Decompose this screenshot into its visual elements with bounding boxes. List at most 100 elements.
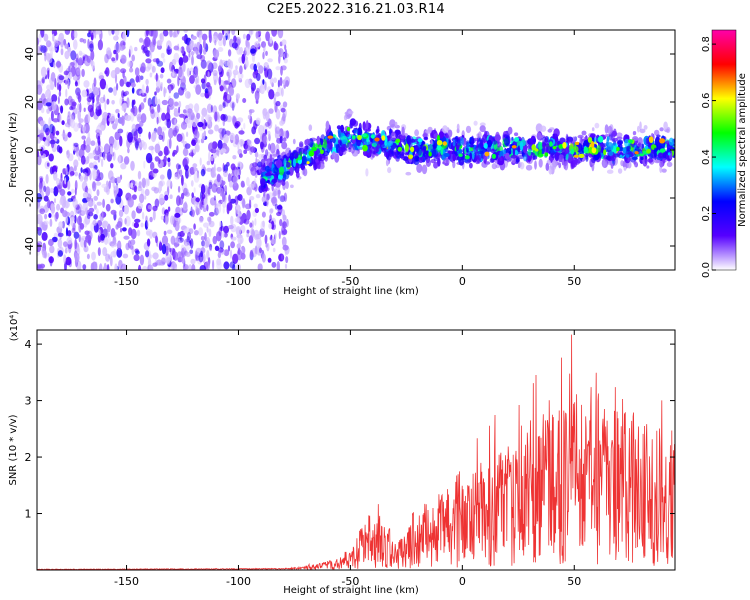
ridge-hotspot bbox=[575, 141, 580, 145]
noise-blob bbox=[90, 140, 96, 146]
ridge-blob bbox=[504, 152, 510, 160]
noise-blob bbox=[158, 134, 164, 140]
ridge-hotspot bbox=[408, 154, 414, 159]
ridge-blob bbox=[532, 155, 538, 160]
ridge-blob bbox=[519, 141, 524, 151]
noise-blob bbox=[114, 67, 121, 75]
noise-blob bbox=[131, 82, 136, 88]
noise-blob bbox=[242, 33, 246, 40]
noise-blob bbox=[53, 61, 56, 69]
noise-blob bbox=[110, 209, 117, 215]
noise-blob bbox=[196, 112, 201, 120]
ridge-hotspot bbox=[616, 146, 620, 152]
noise-blob bbox=[282, 244, 289, 251]
noise-blob bbox=[275, 126, 281, 134]
ridge-blob bbox=[322, 150, 330, 157]
ridge-blob bbox=[304, 138, 311, 145]
ridge-blob bbox=[303, 146, 308, 152]
noise-blob bbox=[49, 139, 56, 145]
noise-blob bbox=[67, 230, 72, 237]
noise-blob bbox=[166, 78, 172, 84]
ridge-blob bbox=[384, 151, 389, 158]
noise-blob bbox=[83, 239, 87, 248]
ridge-blob bbox=[425, 150, 429, 156]
noise-blob bbox=[201, 107, 208, 118]
noise-blob bbox=[282, 113, 286, 122]
noise-blob bbox=[86, 188, 92, 198]
ridge-hotspot bbox=[381, 135, 386, 141]
noise-blob bbox=[217, 65, 222, 73]
ridge-blob bbox=[404, 152, 409, 156]
noise-blob bbox=[263, 62, 269, 69]
noise-blob bbox=[213, 49, 220, 59]
ridge-blob bbox=[572, 136, 576, 142]
noise-blob bbox=[169, 194, 173, 199]
noise-blob bbox=[217, 47, 224, 52]
ridge-blob bbox=[491, 163, 497, 170]
noise-blob bbox=[222, 231, 225, 238]
ridge-blob bbox=[646, 165, 650, 169]
noise-blob bbox=[116, 83, 119, 91]
noise-blob bbox=[167, 267, 171, 270]
noise-blob bbox=[270, 197, 277, 204]
noise-blob bbox=[220, 148, 227, 154]
noise-blob bbox=[37, 264, 44, 270]
noise-blob bbox=[168, 127, 174, 139]
noise-blob bbox=[81, 135, 86, 140]
noise-blob bbox=[109, 146, 113, 155]
ridge-blob bbox=[438, 131, 444, 139]
ridge-blob bbox=[301, 155, 307, 164]
noise-blob bbox=[191, 264, 196, 270]
noise-blob bbox=[237, 194, 243, 201]
noise-blob bbox=[158, 185, 162, 194]
noise-blob bbox=[283, 192, 288, 202]
noise-blob bbox=[160, 82, 163, 87]
ridge-blob bbox=[549, 146, 553, 151]
noise-blob bbox=[100, 158, 104, 168]
noise-blob bbox=[89, 170, 92, 181]
noise-blob bbox=[78, 50, 83, 56]
ridge-blob bbox=[281, 178, 286, 186]
noise-blob bbox=[105, 84, 108, 90]
noise-blob bbox=[233, 73, 236, 79]
noise-blob bbox=[153, 187, 159, 194]
noise-blob bbox=[86, 55, 92, 63]
noise-blob bbox=[246, 176, 250, 187]
noise-blob bbox=[200, 236, 205, 241]
noise-blob bbox=[82, 264, 87, 270]
noise-blob bbox=[129, 245, 134, 250]
ridge-hotspot bbox=[534, 148, 539, 152]
ridge-blob bbox=[291, 149, 299, 160]
noise-blob bbox=[97, 234, 101, 243]
ridge-blob bbox=[479, 139, 484, 150]
ridge-blob bbox=[613, 142, 617, 146]
noise-blob bbox=[117, 241, 121, 248]
noise-blob bbox=[207, 186, 211, 196]
noise-blob bbox=[244, 46, 251, 56]
ridge-hotspot bbox=[327, 135, 334, 139]
ridge-blob bbox=[278, 166, 285, 176]
ridge-blob bbox=[515, 157, 520, 163]
noise-blob bbox=[40, 66, 47, 78]
ridge-blob bbox=[433, 140, 438, 149]
noise-blob bbox=[87, 104, 94, 113]
ridge-blob bbox=[622, 147, 627, 154]
noise-blob bbox=[140, 222, 144, 228]
noise-blob bbox=[54, 77, 57, 88]
noise-blob bbox=[128, 227, 133, 236]
noise-blob bbox=[248, 183, 255, 189]
noise-blob bbox=[121, 103, 128, 109]
noise-blob bbox=[189, 249, 194, 255]
noise-blob bbox=[95, 181, 102, 186]
x-tick-label: -150 bbox=[114, 275, 139, 288]
noise-blob bbox=[206, 167, 213, 172]
noise-blob bbox=[81, 89, 88, 98]
noise-blob bbox=[146, 30, 149, 37]
noise-blob bbox=[261, 41, 266, 48]
ridge-blob bbox=[625, 135, 629, 140]
noise-blob bbox=[111, 57, 116, 62]
noise-blob bbox=[212, 69, 218, 77]
noise-blob bbox=[269, 214, 272, 222]
noise-blob bbox=[70, 119, 76, 129]
noise-blob bbox=[262, 51, 265, 60]
